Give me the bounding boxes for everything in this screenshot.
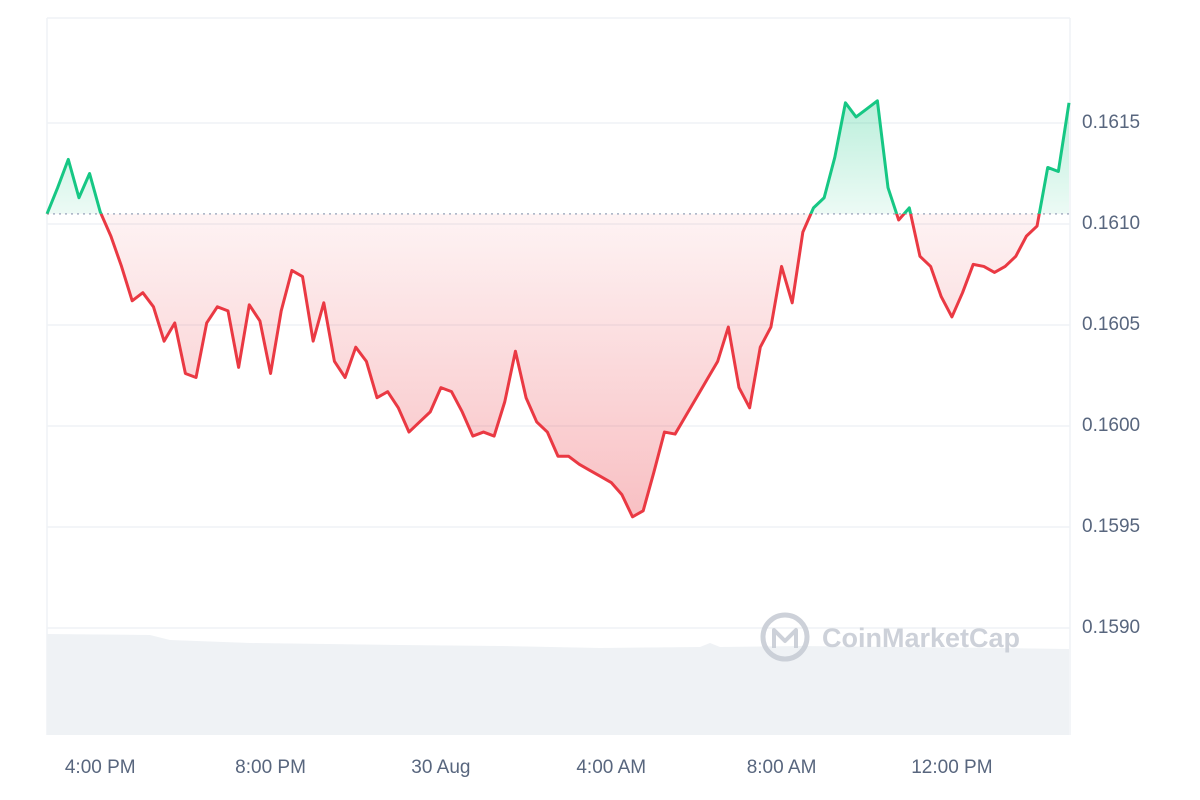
y-tick-label: 0.1610: [1082, 213, 1140, 234]
y-tick-label: 0.1595: [1082, 516, 1140, 537]
x-tick-label: 8:00 AM: [747, 757, 817, 778]
y-tick-label: 0.1590: [1082, 617, 1140, 638]
y-tick-label: 0.1615: [1082, 112, 1140, 133]
x-tick-label: 4:00 PM: [65, 757, 136, 778]
series-layer: [45, 99, 1071, 519]
x-tick-label: 4:00 AM: [576, 757, 646, 778]
area-up: [47, 100, 1069, 214]
price-line-down: [47, 213, 1041, 519]
watermark-logo: [760, 612, 810, 662]
x-tick-label: 30 Aug: [411, 757, 470, 778]
y-tick-label: 0.1605: [1082, 314, 1140, 335]
watermark-logo-m: [772, 628, 798, 648]
y-tick-label: 0.1600: [1082, 415, 1140, 436]
x-tick-label: 12:00 PM: [911, 757, 992, 778]
watermark: CoinMarketCap: [760, 612, 1020, 662]
volume-backdrop: [47, 634, 1069, 735]
area-down: [101, 213, 1040, 517]
label-layer: 0.1590 0.1595 0.1600 0.1605 0.1610 0.1615 4:00…: [65, 112, 1140, 778]
watermark-text: CoinMarketCap: [822, 623, 1020, 653]
x-tick-label: 8:00 PM: [235, 757, 306, 778]
